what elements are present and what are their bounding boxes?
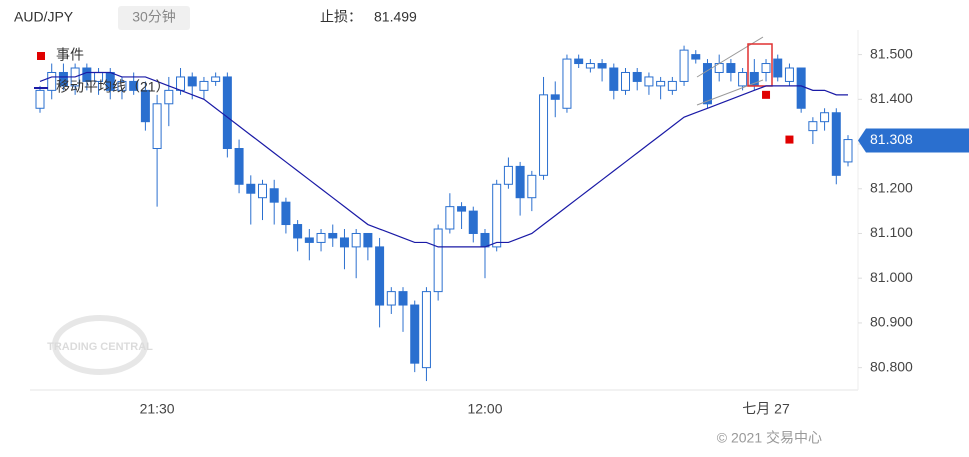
candle-body: [375, 246, 385, 306]
candle-body: [492, 183, 502, 248]
candle-body: [386, 291, 396, 306]
candle-body: [152, 103, 162, 150]
candle-body: [527, 174, 537, 199]
candle-body: [480, 232, 490, 248]
candle-body: [667, 80, 677, 91]
candle-body: [539, 94, 549, 176]
y-tick-label: 81.400: [870, 90, 913, 106]
candle-body: [257, 183, 267, 199]
candle-body: [269, 188, 279, 203]
y-tick-label: 81.000: [870, 269, 913, 285]
event-marker: [762, 90, 771, 99]
candle-body: [234, 148, 244, 185]
candle-body: [702, 63, 712, 105]
candle-body: [820, 112, 830, 123]
candle-body: [129, 80, 139, 91]
candle-body: [609, 67, 619, 91]
x-tick-label: 12:00: [467, 401, 502, 417]
candle-body: [445, 206, 455, 230]
candle-body: [35, 89, 45, 109]
watermark: TRADING CENTRAL: [47, 341, 153, 353]
candle-body: [410, 304, 420, 364]
candle-body: [363, 232, 373, 248]
candle-body: [679, 49, 689, 82]
candle-body: [339, 237, 349, 248]
candle-body: [562, 58, 572, 109]
candle-body: [117, 80, 127, 91]
candle-body: [199, 80, 209, 91]
candle-body: [691, 54, 701, 60]
candle-body: [515, 165, 525, 199]
candle-body: [164, 89, 174, 105]
candle-body: [656, 80, 666, 87]
candle-body: [621, 71, 631, 91]
x-tick-label: 七月 27: [742, 401, 790, 417]
watermark-ring: [52, 315, 148, 375]
candle-body: [457, 206, 467, 212]
candle-body: [808, 121, 818, 132]
candle-body: [82, 67, 92, 82]
candle-body: [58, 71, 68, 87]
candle-body: [843, 139, 853, 163]
last-price-tag: [858, 128, 969, 153]
y-tick-label: 81.100: [870, 224, 913, 240]
candle-body: [316, 232, 326, 243]
candle-body: [773, 58, 783, 78]
y-tick-label: 81.500: [870, 45, 913, 61]
candle-body: [831, 112, 841, 176]
candle-body: [726, 63, 736, 73]
candle-body: [597, 63, 607, 69]
candle-body: [644, 76, 654, 87]
y-tick-label: 80.900: [870, 314, 913, 330]
footer: © 2021 交易中心: [717, 430, 822, 446]
candle-body: [796, 67, 806, 109]
stop-label: 止损：: [320, 9, 362, 25]
candle-body: [222, 76, 232, 150]
candle-body: [421, 291, 431, 369]
legend-label: 移动平均线（21）: [56, 79, 170, 95]
symbol: AUD/JPY: [14, 9, 74, 25]
pattern-line: [696, 79, 764, 106]
candle-body: [468, 210, 478, 234]
candle-body: [433, 228, 443, 293]
candle-body: [211, 76, 221, 82]
y-tick-label: 80.800: [870, 358, 913, 374]
moving-average: [39, 71, 848, 248]
candle-body: [585, 63, 595, 69]
candle-body: [47, 71, 57, 91]
candle-body: [632, 71, 642, 82]
candle-body: [351, 232, 361, 248]
signal-box: [747, 43, 773, 87]
interval-box[interactable]: [118, 6, 190, 30]
candle-body: [550, 94, 560, 100]
x-tick-label: 21:30: [140, 401, 175, 417]
y-tick-label: 81.200: [870, 179, 913, 195]
stop-value: 81.499: [374, 9, 417, 25]
candle-body: [293, 224, 303, 239]
candle-body: [784, 67, 794, 82]
candle-body: [140, 89, 150, 123]
candle-body: [304, 237, 314, 243]
candle-body: [761, 63, 771, 73]
candle-body: [328, 232, 338, 239]
event-marker: [785, 135, 794, 144]
watermark-group: TRADING CENTRAL: [47, 315, 153, 375]
legend-swatch: [37, 52, 45, 60]
candle-body: [574, 58, 584, 65]
candle-body: [176, 76, 186, 91]
last-price-label: 81.308: [870, 131, 913, 147]
candle-body: [503, 165, 513, 185]
candle-body: [281, 201, 291, 226]
interval[interactable]: 30分钟: [132, 9, 176, 25]
legend-label: 事件: [56, 47, 84, 63]
candle-body: [246, 183, 256, 194]
candle-body: [187, 76, 197, 87]
candle-body: [398, 291, 408, 306]
candle-body: [738, 71, 748, 87]
